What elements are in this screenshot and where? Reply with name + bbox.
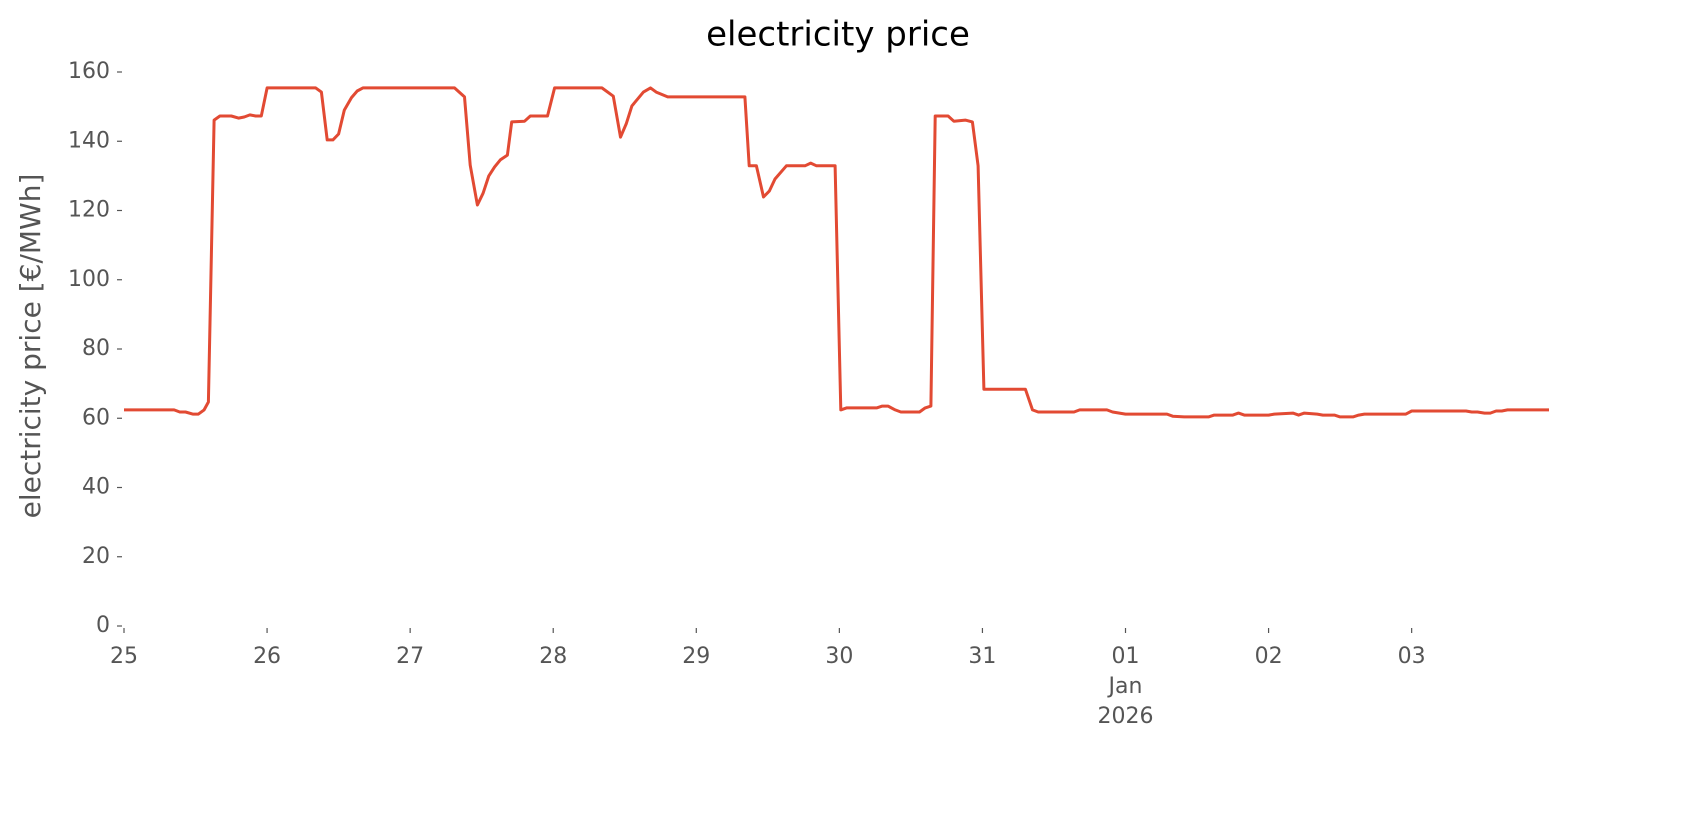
price-line	[124, 86, 1549, 419]
x-tick-label: 26	[253, 644, 281, 669]
y-tick-label: 0	[96, 613, 110, 638]
x-tick-label: 31	[968, 644, 996, 669]
x-tick-label: 27	[396, 644, 424, 669]
y-tick-label: 20	[82, 544, 110, 569]
y-tick-label: 40	[82, 475, 110, 500]
x-tick-label: 03	[1398, 644, 1426, 669]
x-tick-label: 28	[539, 644, 567, 669]
y-axis-label: electricity price [€/MWh]	[14, 174, 47, 519]
y-tick-label: 160	[68, 59, 110, 84]
x-tick-label: 29	[682, 644, 710, 669]
x-tick-label: 25	[110, 644, 138, 669]
y-tick-label: 80	[82, 336, 110, 361]
chart-title: electricity price	[706, 15, 970, 55]
y-tick-label: 120	[68, 198, 110, 223]
x-tick-label: 30	[825, 644, 853, 669]
x-tick-label: 02	[1255, 644, 1283, 669]
x-tick-label: 01 Jan 2026	[1098, 644, 1154, 729]
y-tick-label: 140	[68, 128, 110, 153]
y-tick-label: 100	[68, 267, 110, 292]
y-tick-label: 60	[82, 405, 110, 430]
